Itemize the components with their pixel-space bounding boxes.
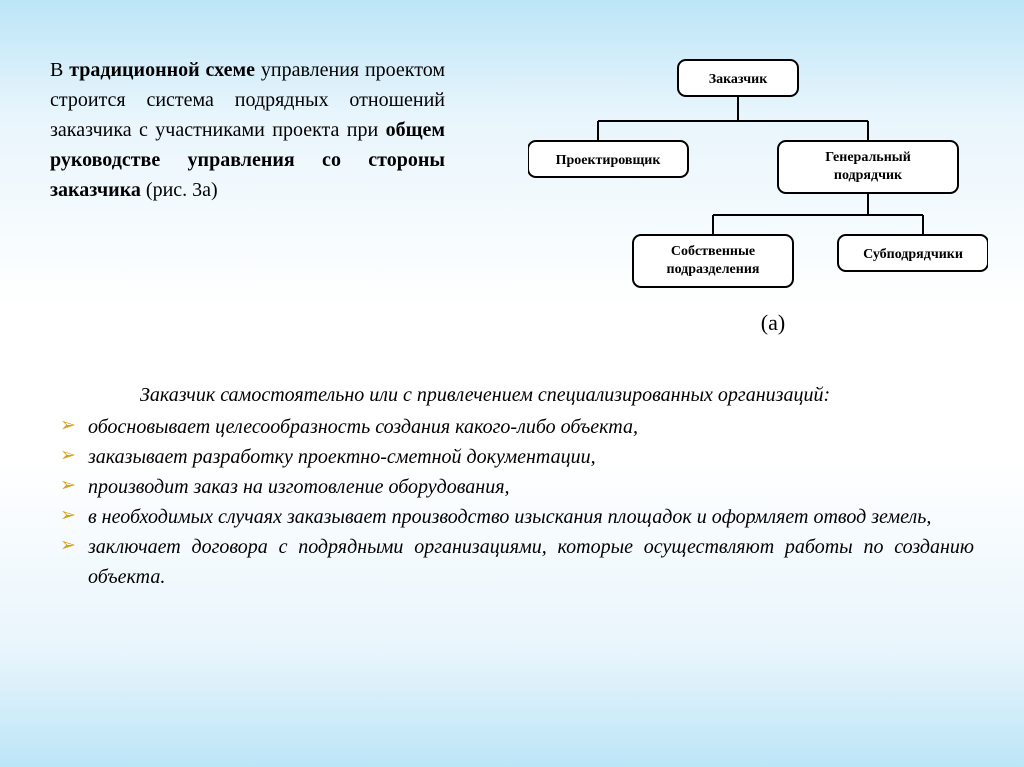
node-designer: Проектировщик [556, 153, 662, 168]
list-item: в необходимых случаях заказывает произво… [60, 502, 974, 532]
node-customer: Заказчик [709, 72, 769, 87]
list-item: производит заказ на изготовление оборудо… [60, 472, 974, 502]
para-pre: В [50, 59, 69, 81]
list-intro: Заказчик самостоятельно или с привлечени… [60, 380, 974, 410]
body-block: Заказчик самостоятельно или с привлечени… [60, 380, 974, 592]
list-item: заключает договора с подрядными организа… [60, 532, 974, 592]
node-own-l2: подразделения [667, 262, 760, 277]
para-bold-1: традиционной схеме [69, 59, 255, 81]
list-item: обосновывает целесообразность создания к… [60, 412, 974, 442]
org-tree-diagram: Заказчик Проектировщик Генеральный подря… [528, 55, 988, 350]
node-gencontractor-l1: Генеральный [825, 150, 911, 165]
node-own-l1: Собственные [671, 244, 755, 259]
bullet-list: обосновывает целесообразность создания к… [60, 412, 974, 592]
list-item: заказывает разработку проектно-сметной д… [60, 442, 974, 472]
intro-paragraph: В традиционной схеме управления проектом… [50, 55, 445, 205]
diagram-caption: (а) [761, 310, 785, 335]
slide: В традиционной схеме управления проектом… [0, 0, 1024, 767]
para-post: (рис. 3а) [141, 179, 218, 201]
node-sub: Субподрядчики [863, 247, 963, 262]
node-gencontractor-l2: подрядчик [834, 168, 903, 183]
